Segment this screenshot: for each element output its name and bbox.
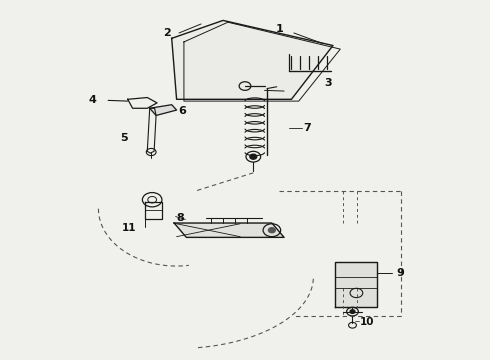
- Polygon shape: [150, 105, 176, 116]
- Text: 2: 2: [163, 28, 171, 38]
- Text: 5: 5: [120, 133, 128, 143]
- Circle shape: [250, 154, 257, 159]
- Text: 10: 10: [360, 317, 374, 327]
- Circle shape: [269, 228, 275, 233]
- Text: 9: 9: [396, 268, 404, 278]
- Polygon shape: [172, 21, 333, 99]
- Circle shape: [350, 310, 355, 314]
- Text: 11: 11: [122, 223, 137, 233]
- Text: 8: 8: [176, 213, 184, 222]
- Polygon shape: [335, 262, 377, 307]
- Text: 1: 1: [275, 24, 283, 35]
- Text: 3: 3: [324, 78, 332, 88]
- Text: 6: 6: [178, 106, 186, 116]
- Text: 7: 7: [304, 123, 311, 133]
- Polygon shape: [174, 223, 284, 237]
- Text: 4: 4: [88, 95, 96, 105]
